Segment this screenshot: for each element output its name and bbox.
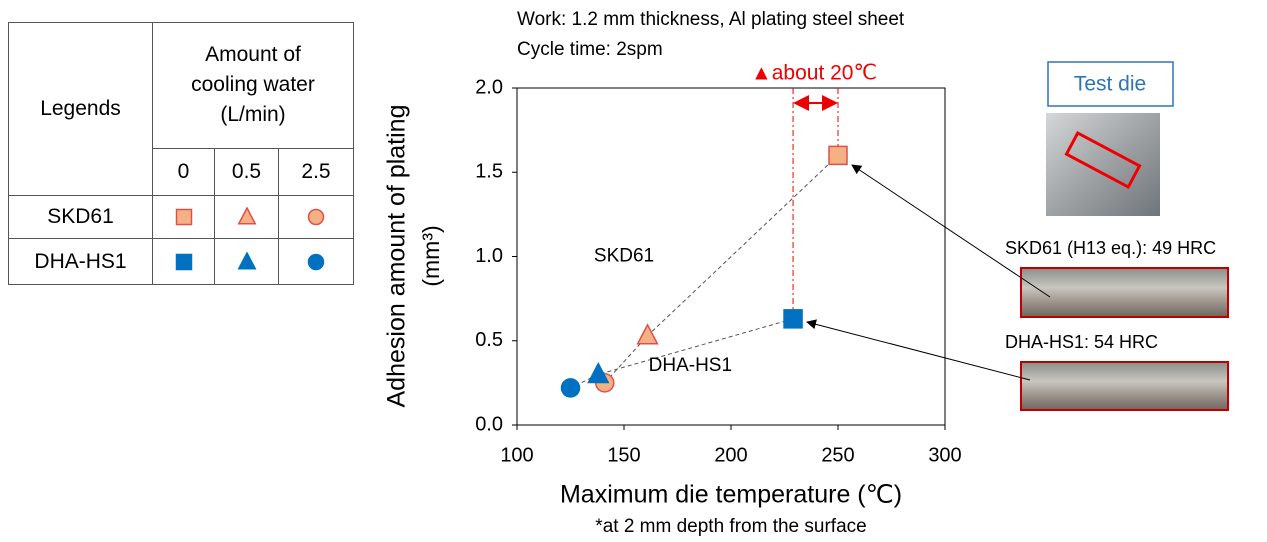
marker-triangle [587, 362, 610, 384]
legend-column: 2.5 [278, 147, 354, 197]
difference-label: ▲about 20℃ [751, 62, 877, 85]
series-label: SKD61 [594, 246, 654, 267]
subtitle: Cycle time: 2spm [517, 39, 663, 60]
legend-row-label: DHA-HS1 [8, 238, 153, 285]
marker-circle [560, 378, 581, 398]
legend-marker-icon [237, 251, 256, 270]
die-highlight [1064, 130, 1142, 190]
legend-cell [152, 238, 215, 285]
y-tick-label: 0.0 [475, 413, 503, 435]
die-photo [1046, 113, 1160, 216]
marker-square [828, 145, 848, 166]
legend-marker-icon [237, 206, 256, 225]
series-label: DHA-HS1 [649, 355, 732, 376]
x-tick-label: 300 [928, 444, 961, 466]
legend-cell [278, 195, 354, 239]
x-tick-label: 150 [607, 444, 640, 466]
photo-label: DHA-HS1: 54 HRC [1005, 332, 1158, 352]
y-tick-label: 1.0 [475, 245, 503, 267]
marker-circle [307, 209, 325, 226]
test-die-box [1047, 61, 1174, 107]
y-tick-label: 1.5 [475, 161, 503, 183]
x-tick-label: 250 [821, 444, 854, 466]
legend-row-label: SKD61 [8, 195, 153, 239]
legend-marker-icon [175, 209, 192, 226]
x-axis-title: Maximum die temperature (℃) [560, 481, 902, 509]
legend-header: Amount of cooling water (L/min) [152, 22, 354, 149]
legend-cell [278, 238, 354, 285]
photo-label: SKD61 (H13 eq.): 49 HRC [1005, 238, 1216, 258]
pointer-arrow [806, 319, 1031, 381]
legend-column: 0 [152, 147, 215, 197]
legend-header-text: Amount of cooling water (L/min) [191, 43, 315, 127]
surface-photo [1020, 267, 1229, 318]
legend-marker-icon [307, 253, 325, 271]
y-axis-title: (mm³) [418, 225, 444, 286]
legend-column: 0.5 [214, 147, 279, 197]
marker-triangle [237, 251, 256, 270]
marker-square [175, 253, 192, 271]
y-axis-title: Adhesion amount of plating [383, 105, 411, 408]
legend-table: Legends Amount of cooling water (L/min) … [8, 22, 354, 285]
x-tick-label: 100 [500, 444, 533, 466]
marker-triangle [636, 323, 659, 345]
legend-corner: Legends [8, 22, 153, 196]
legend-marker-icon [307, 209, 325, 226]
x-tick-label: 200 [714, 444, 747, 466]
y-tick-label: 2.0 [475, 76, 503, 98]
legend-cell [214, 238, 279, 285]
test-die-label: Test die [1074, 73, 1146, 96]
series-line [604, 155, 839, 384]
legend-marker-icon [175, 253, 192, 271]
legend-cell [214, 195, 279, 239]
marker-square [175, 209, 192, 226]
marker-circle [307, 253, 325, 271]
legend-cell [152, 195, 215, 239]
pointer-arrow [851, 164, 1051, 298]
subtitle: Work: 1.2 mm thickness, Al plating steel… [517, 9, 905, 30]
surface-photo [1020, 361, 1229, 411]
marker-triangle [237, 206, 256, 225]
x-axis-note: *at 2 mm depth from the surface [595, 516, 866, 537]
marker-square [783, 309, 803, 329]
y-tick-label: 0.5 [475, 329, 503, 351]
